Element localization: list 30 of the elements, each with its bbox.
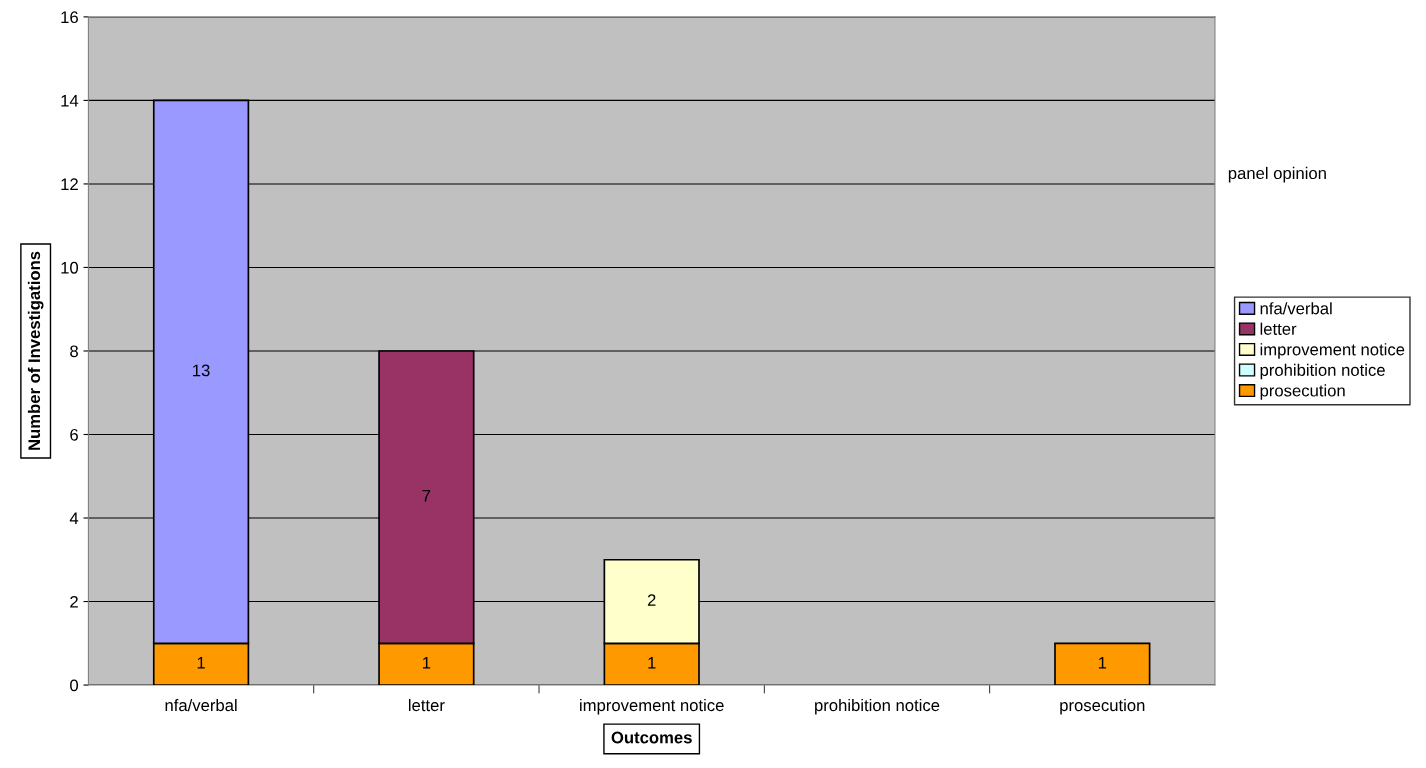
data-label: 13 xyxy=(193,364,210,377)
data-label: 2 xyxy=(647,594,656,606)
y-tick-label: 8 xyxy=(70,345,78,358)
y-tick-label: 16 xyxy=(61,11,78,24)
x-tick-label: prosecution xyxy=(1060,698,1145,715)
data-label: 1 xyxy=(423,657,431,669)
x-tick-label: prohibition notice xyxy=(815,698,940,715)
legend-label: letter xyxy=(1260,322,1297,335)
data-label: 1 xyxy=(197,657,205,669)
y-tick-label: 12 xyxy=(61,178,78,190)
data-label: 1 xyxy=(648,657,656,669)
legend-label: prosecution xyxy=(1260,384,1345,400)
data-label: 7 xyxy=(422,489,431,502)
legend-label: prohibition notice xyxy=(1260,363,1385,380)
y-tick-label: 14 xyxy=(61,94,79,107)
x-tick-label: letter xyxy=(408,698,445,712)
x-tick-label: improvement notice xyxy=(580,698,724,715)
y-axis-title: Number of Investigations xyxy=(27,251,44,450)
x-axis-title: Outcomes xyxy=(611,731,692,744)
y-tick-label: 0 xyxy=(70,679,79,692)
legend-label: improvement notice xyxy=(1260,343,1405,359)
y-tick-label: 2 xyxy=(70,595,78,608)
y-tick-label: 6 xyxy=(70,428,78,441)
data-label: 1 xyxy=(1098,657,1107,669)
legend-label: nfa/verbal xyxy=(1260,302,1332,315)
bar xyxy=(1054,642,1151,686)
y-tick-label: 4 xyxy=(69,512,79,525)
legend-title: panel opinion xyxy=(1228,166,1326,183)
y-tick-label: 10 xyxy=(61,261,79,274)
x-tick-label: nfa/verbal xyxy=(165,698,237,712)
